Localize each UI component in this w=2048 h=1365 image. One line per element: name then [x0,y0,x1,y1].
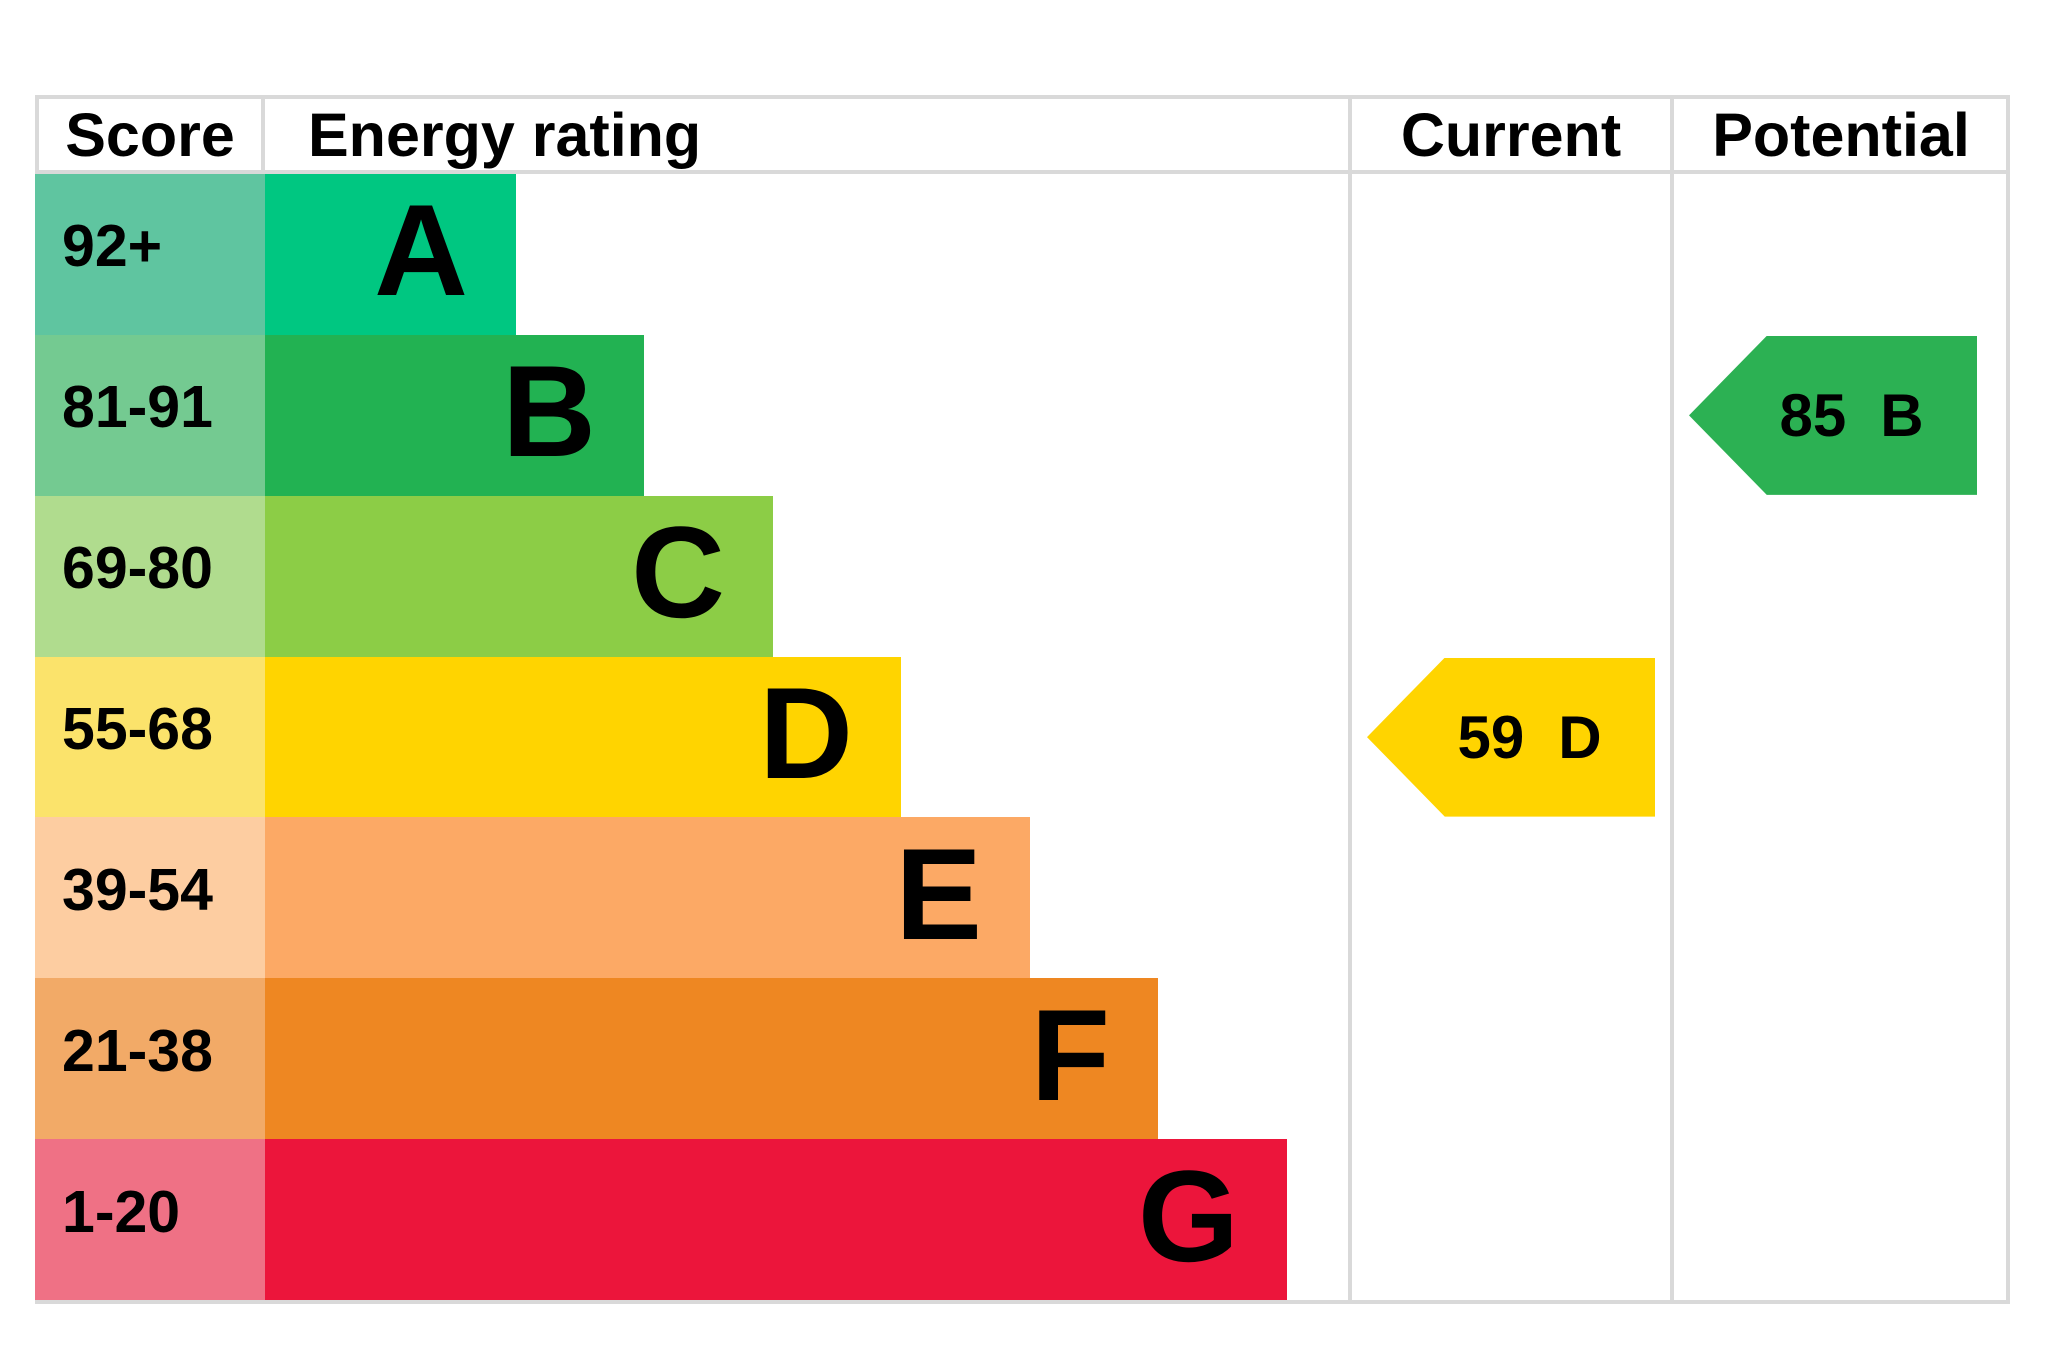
score-range-cell: 39-54 [35,817,265,979]
score-range-label: 92+ [62,213,163,280]
header-bottom-border [35,170,2010,174]
band-letter: E [895,820,982,967]
rating-bar-area: A [265,174,1350,335]
arrow-band-letter: B [1880,381,1924,449]
score-range-cell: 1-20 [35,1139,265,1301]
band-row-f: 21-38 F [35,978,2010,1140]
score-column-divider [261,95,265,174]
band-letter: A [374,177,468,324]
band-row-c: 69-80 C [35,495,2010,657]
current-cell [1350,1139,1672,1300]
arrow-score: 59 [1457,703,1525,771]
table-header: Score Energy rating Current Potential [35,95,2010,174]
score-range-label: 39-54 [62,856,213,923]
table-bottom-border [35,1300,2010,1304]
score-range-cell: 92+ [35,174,265,335]
header-score: Score [65,100,235,169]
current-cell [1350,817,1672,978]
potential-cell [1672,496,2010,657]
band-letter: C [631,499,725,646]
current-cell: 59 D [1350,657,1672,818]
band-bar-d: D [265,656,901,818]
potential-column-divider [1670,95,1674,1300]
potential-cell [1672,1139,2010,1300]
header-current: Current [1400,100,1622,169]
rating-bar-area: E [265,817,1350,979]
arrow-band-letter: D [1558,703,1602,771]
header-energy-rating: Energy rating [308,100,702,169]
rating-bar-area: C [265,495,1350,657]
score-range-cell: 69-80 [35,495,265,657]
band-rows: 92+ A 81-91 B 85 B 69-80 C 55-68 D 59 D 39-54 E 21-38 F… [35,174,2010,1301]
score-range-cell: 21-38 [35,978,265,1140]
band-bar-c: C [265,495,773,657]
band-row-e: 39-54 E [35,817,2010,979]
potential-rating-arrow: 85 B [1689,335,1977,495]
rating-bar-area: F [265,978,1350,1140]
band-bar-b: B [265,334,644,496]
score-range-cell: 81-91 [35,334,265,496]
rating-bar-area: D [265,656,1350,818]
band-bar-e: E [265,817,1030,979]
band-bar-f: F [265,978,1158,1140]
band-bar-a: A [265,174,516,335]
table-left-border [35,95,39,174]
band-row-a: 92+ A [35,174,2010,335]
potential-cell [1672,978,2010,1139]
band-letter: B [502,338,596,485]
score-range-label: 1-20 [62,1178,181,1245]
current-cell [1350,978,1672,1139]
score-range-label: 21-38 [62,1017,213,1084]
potential-cell [1672,657,2010,818]
rating-bar-area: B [265,334,1350,496]
band-letter: G [1137,1142,1239,1289]
potential-cell [1672,817,2010,978]
score-range-label: 81-91 [62,374,213,441]
band-bar-g: G [265,1139,1287,1301]
epc-table: Score Energy rating Current Potential 92… [35,95,2010,1304]
current-rating-arrow: 59 D [1367,657,1655,817]
score-range-label: 55-68 [62,696,213,762]
current-column-divider [1348,95,1352,1300]
current-cell [1350,174,1672,335]
band-row-b: 81-91 B 85 B [35,334,2010,496]
table-right-border [2006,95,2010,1300]
header-potential: Potential [1712,100,1970,169]
band-row-g: 1-20 G [35,1139,2010,1301]
table-top-border [35,95,2010,99]
rating-bar-area: G [265,1139,1350,1301]
arrow-score: 85 [1779,381,1847,449]
potential-cell: 85 B [1672,335,2010,496]
band-row-d: 55-68 D 59 D [35,656,2010,818]
current-cell [1350,496,1672,657]
score-range-label: 69-80 [62,535,213,602]
band-letter: D [759,660,853,806]
score-range-cell: 55-68 [35,656,265,818]
current-cell [1350,335,1672,496]
potential-cell [1672,174,2010,335]
band-letter: F [1030,981,1110,1128]
